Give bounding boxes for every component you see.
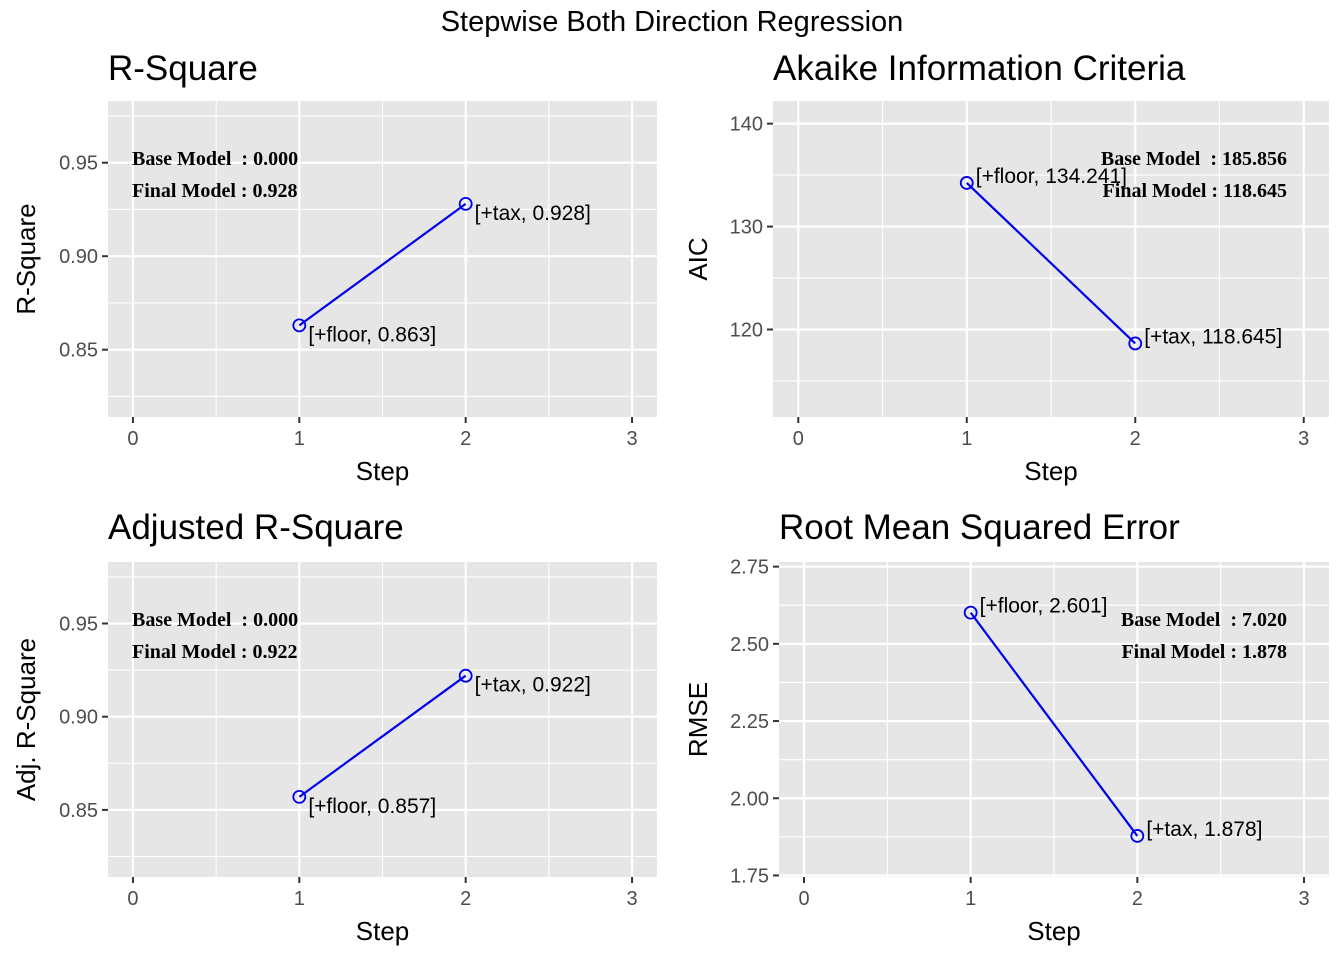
model-annotation: Base Model : 185.856 (1101, 148, 1287, 170)
y-axis-title: Adj. R-Square (11, 638, 41, 801)
x-tick-label: 3 (626, 888, 637, 910)
model-annotation: Base Model : 0.000 (132, 148, 298, 170)
x-axis-title: Step (356, 916, 410, 946)
data-point (1130, 829, 1145, 843)
y-tick-label: 0.95 (59, 614, 98, 636)
x-tick-label: 3 (1298, 888, 1309, 910)
point-label: [+floor, 0.863] (308, 323, 436, 346)
x-tick-label: 2 (460, 888, 471, 910)
y-axis-title: AIC (683, 237, 713, 280)
series-line (965, 182, 1137, 345)
panel-title: Root Mean Squared Error (779, 508, 1180, 547)
y-tick-label: 2.50 (730, 634, 769, 656)
figure-suptitle: Stepwise Both Direction Regression (441, 6, 904, 38)
y-tick-label: 2.00 (730, 788, 769, 810)
point-label: [+tax, 0.922] (475, 674, 591, 697)
x-tick-label: 2 (1132, 888, 1143, 910)
data-point (1128, 336, 1143, 351)
chart-panel-1: R-Square 0 1 2 3 0.85 0.90 0.95 Step R-Square [+fl… (11, 49, 657, 486)
x-axis-title: Step (1027, 916, 1081, 946)
y-axis-title: R-Square (11, 203, 41, 314)
y-tick-label: 2.25 (730, 711, 769, 733)
y-tick-label: 0.85 (59, 800, 98, 822)
x-axis-title: Step (1024, 456, 1078, 486)
chart-panel-4: Root Mean Squared Error 0 1 2 3 1.75 2.00 2.25 2… (683, 508, 1329, 946)
series-line (298, 674, 467, 798)
series-line (298, 202, 467, 327)
point-label: [+floor, 134.241] (976, 165, 1127, 188)
model-annotation: Final Model : 0.928 (132, 180, 298, 202)
x-tick-label: 3 (626, 428, 637, 450)
data-point (959, 176, 974, 190)
panel-title: R-Square (108, 49, 258, 88)
point-label: [+tax, 118.645] (1144, 325, 1282, 348)
model-annotation: Final Model : 0.922 (132, 641, 298, 663)
data-point (458, 668, 473, 683)
x-axis-title: Step (356, 456, 410, 486)
y-tick-label: 1.75 (730, 865, 769, 887)
y-tick-label: 0.90 (59, 707, 98, 729)
x-tick-label: 1 (294, 428, 305, 450)
data-point (963, 605, 978, 620)
x-tick-label: 2 (1130, 428, 1141, 450)
data-point (458, 196, 473, 211)
point-label: [+tax, 1.878] (1146, 818, 1262, 841)
y-tick-label: 0.95 (59, 153, 98, 175)
x-tick-label: 1 (294, 888, 305, 910)
panel-title: Adjusted R-Square (108, 508, 404, 547)
data-point (292, 789, 307, 804)
y-tick-label: 120 (730, 320, 763, 342)
model-annotation: Final Model : 1.878 (1121, 641, 1287, 663)
data-point (292, 318, 307, 333)
y-tick-label: 2.75 (730, 557, 769, 579)
y-tick-label: 140 (730, 114, 763, 136)
x-tick-label: 3 (1298, 428, 1309, 450)
charts-grid: R-Square 0 1 2 3 0.85 0.90 0.95 Step R-Square [+fl… (11, 49, 1329, 946)
chart-panel-3: Adjusted R-Square 0 1 2 3 0.85 0.90 0.95 Step Adj… (11, 508, 657, 946)
x-tick-label: 0 (127, 888, 138, 910)
x-tick-label: 2 (460, 428, 471, 450)
y-axis-title: RMSE (683, 682, 713, 757)
y-tick-label: 0.90 (59, 246, 98, 268)
y-tick-label: 0.85 (59, 340, 98, 362)
point-label: [+floor, 2.601] (980, 595, 1108, 618)
chart-panel-2: Akaike Information Criteria 0 1 2 3 120 130 140… (683, 49, 1329, 486)
x-tick-label: 0 (127, 428, 138, 450)
model-annotation: Base Model : 0.000 (132, 609, 298, 631)
point-label: [+floor, 0.857] (308, 795, 436, 818)
series-line (969, 611, 1139, 837)
model-annotation: Final Model : 118.645 (1103, 180, 1287, 202)
x-tick-label: 0 (798, 888, 809, 910)
x-tick-label: 0 (793, 428, 804, 450)
y-tick-label: 130 (730, 217, 763, 239)
point-label: [+tax, 0.928] (475, 202, 591, 225)
panel-title: Akaike Information Criteria (773, 49, 1186, 88)
x-tick-label: 1 (965, 888, 976, 910)
x-tick-label: 1 (961, 428, 972, 450)
model-annotation: Base Model : 7.020 (1121, 609, 1287, 631)
